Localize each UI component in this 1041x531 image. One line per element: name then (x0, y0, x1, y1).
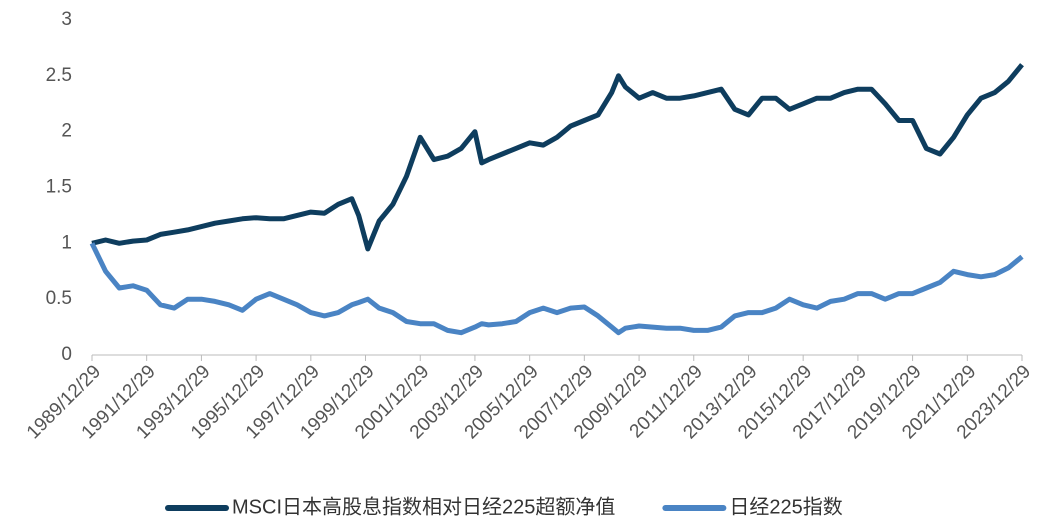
y-tick-label: 3 (61, 9, 72, 30)
y-tick-label: 1.5 (46, 177, 72, 198)
legend-label: MSCI日本高股息指数相对日经225超额净值 (232, 495, 615, 518)
legend: MSCI日本高股息指数相对日经225超额净值 日经225指数 (165, 495, 843, 518)
y-tick-label: 1 (61, 232, 72, 253)
y-tick-label: 2.5 (46, 65, 72, 86)
y-tick-label: 2 (61, 121, 72, 142)
y-tick-label: 0 (61, 344, 72, 365)
legend-label: 日经225指数 (729, 495, 842, 518)
series-line (89, 242, 1024, 336)
series-line (91, 63, 1024, 252)
y-tick-label: 0.5 (46, 288, 72, 309)
